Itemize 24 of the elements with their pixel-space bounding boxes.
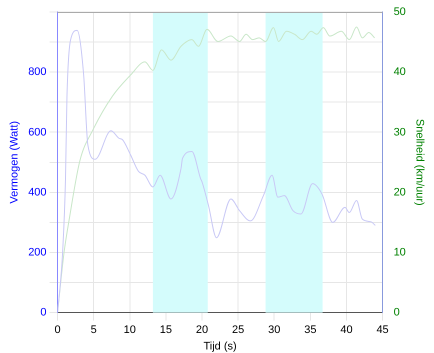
x-tick-label: 5 — [90, 324, 97, 336]
y-tick-label: 400 — [28, 186, 47, 198]
x-tick-label: 35 — [304, 324, 316, 336]
y2-tick-label: 50 — [394, 6, 406, 18]
y2-tick-label: 30 — [394, 126, 406, 138]
x-tick-label: 20 — [196, 324, 208, 336]
x-tick-label: 10 — [124, 324, 136, 336]
x-tick-label: 40 — [340, 324, 353, 336]
y-tick-label: 600 — [28, 126, 47, 138]
y-axis-title: Vermogen (Watt) — [8, 120, 21, 204]
y2-axis-title: Snelheid (km/uur) — [413, 118, 426, 206]
x-tick-label: 0 — [54, 324, 61, 336]
x-tick-label: 15 — [160, 324, 172, 336]
y-tick-label: 0 — [40, 306, 47, 319]
y2-tick-label: 40 — [394, 66, 406, 78]
x-axis-title: Tijd (s) — [203, 340, 237, 352]
x-tick-label: 30 — [268, 324, 280, 336]
x-tick-label: 25 — [232, 324, 244, 336]
y2-tick-label: 20 — [394, 186, 406, 198]
y2-tick-label: 10 — [394, 246, 406, 259]
x-tick-label: 45 — [376, 324, 389, 336]
y-tick-label: 800 — [28, 66, 47, 78]
y-tick-label: 200 — [28, 246, 47, 259]
y2-tick-label: 0 — [394, 306, 400, 319]
